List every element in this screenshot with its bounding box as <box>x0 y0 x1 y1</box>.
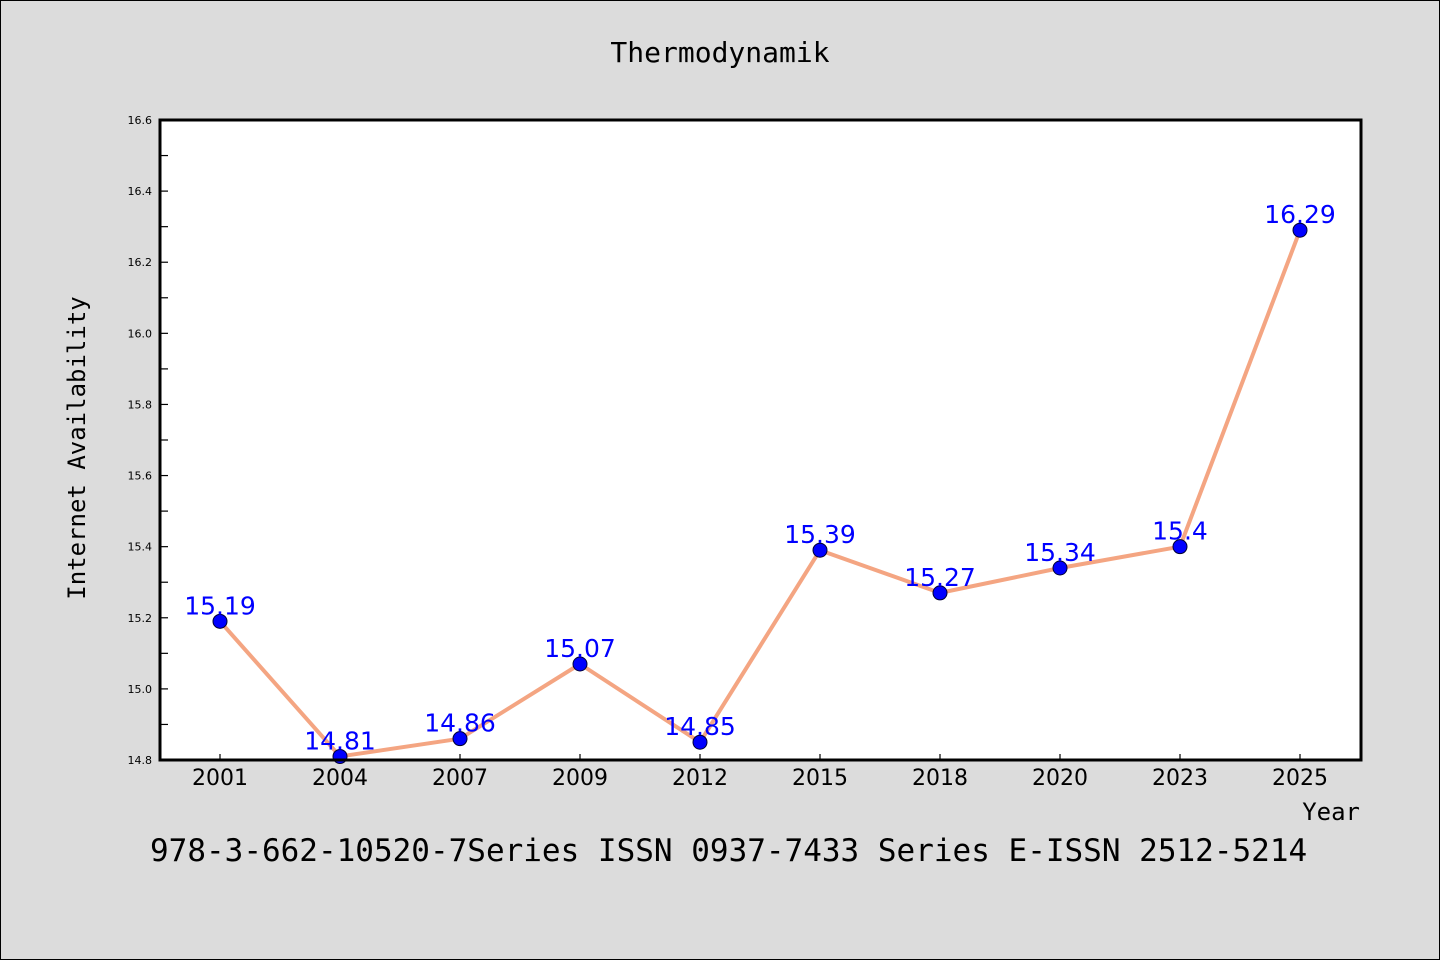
y-tick-label: 15.4 <box>128 541 153 554</box>
x-tick-label: 2007 <box>432 766 488 791</box>
series-line <box>218 229 1302 759</box>
y-tick-label: 15.6 <box>128 470 153 483</box>
data-point <box>1052 560 1068 576</box>
y-tick-label: 14.8 <box>128 754 153 767</box>
footer-isbn-text: 978-3-662-10520-7Series ISSN 0937-7433 S… <box>150 833 1308 869</box>
data-point <box>572 656 588 672</box>
data-label: 15.34 <box>1024 538 1096 567</box>
x-tick-label: 2012 <box>672 766 728 791</box>
y-tick-label: 16.0 <box>128 327 153 340</box>
data-point <box>452 731 468 747</box>
y-tick-label: 15.0 <box>128 683 153 696</box>
y-axis-label: Internet Availability <box>63 296 91 599</box>
series-layer: 15.19 14.81 14.86 15.07 14.85 15.39 15.27 15.34… <box>184 200 1336 764</box>
data-label: 15.07 <box>544 634 616 663</box>
x-tick-label: 2001 <box>192 766 248 791</box>
x-tick-label: 2018 <box>912 766 968 791</box>
data-label: 16.29 <box>1264 200 1336 229</box>
y-tick-label: 15.8 <box>128 398 153 411</box>
x-tick-label: 2015 <box>792 766 848 791</box>
data-point <box>692 734 708 750</box>
x-tick-label: 2020 <box>1032 766 1088 791</box>
y-tick-label: 16.2 <box>128 256 153 269</box>
plot-border <box>158 118 1363 762</box>
x-tick-label: 2025 <box>1272 766 1328 791</box>
data-point <box>1172 539 1188 555</box>
data-label: 15.39 <box>784 520 856 549</box>
data-label: 14.81 <box>304 726 376 755</box>
data-point <box>1292 222 1308 238</box>
data-label: 14.86 <box>424 709 496 738</box>
x-axis-ticks: 2001 2004 2007 2009 2012 2015 2018 2020 2023 2025 <box>192 754 1328 791</box>
data-label: 14.85 <box>664 712 736 741</box>
x-tick-label: 2023 <box>1152 766 1208 791</box>
data-label: 15.19 <box>184 591 256 620</box>
data-point <box>212 613 228 629</box>
x-tick-label: 2009 <box>552 766 608 791</box>
data-point <box>812 542 828 558</box>
chart-title: Thermodynamik <box>610 36 829 69</box>
y-tick-label: 15.2 <box>128 612 153 625</box>
x-axis-label: Year <box>1302 798 1360 826</box>
y-tick-label: 16.6 <box>128 114 153 127</box>
data-label: 15.4 <box>1152 517 1208 546</box>
data-label: 15.27 <box>904 563 976 592</box>
data-point <box>932 585 948 601</box>
x-tick-label: 2004 <box>312 766 368 791</box>
y-tick-label: 16.4 <box>128 185 153 198</box>
plot-area <box>160 120 1361 760</box>
